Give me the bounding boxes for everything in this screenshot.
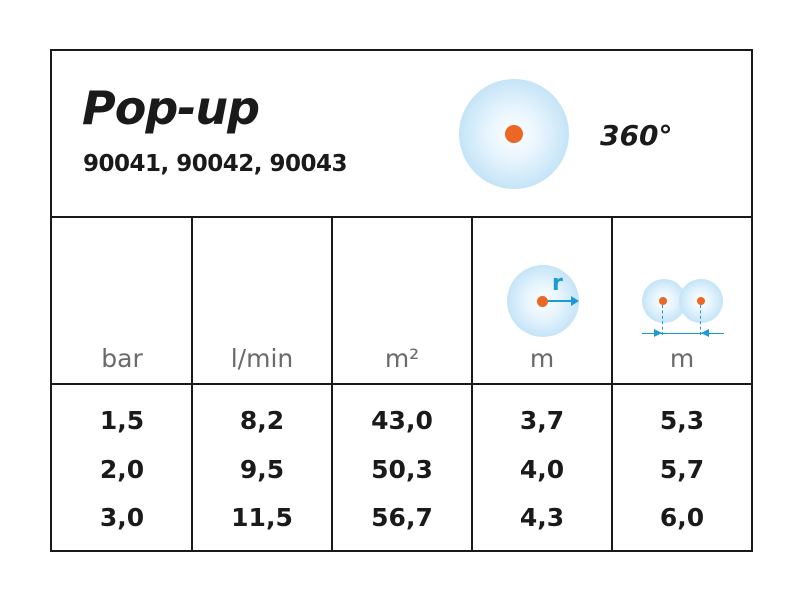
divider	[471, 217, 473, 550]
table-cell: 4,0	[519, 455, 565, 484]
table-cell: 43,0	[371, 406, 433, 435]
unit-flow: l/min	[230, 344, 294, 373]
divider	[52, 216, 751, 218]
table-cell: 3,0	[99, 503, 145, 532]
table-cell: 1,5	[99, 406, 145, 435]
table-cell: 3,7	[519, 406, 565, 435]
table-cell: 2,0	[99, 455, 145, 484]
unit-area: m²	[384, 344, 420, 373]
divider	[52, 383, 751, 385]
radius-icon: r	[507, 265, 582, 340]
divider	[191, 217, 193, 550]
product-title: Pop-up	[82, 81, 260, 135]
table-cell: 11,5	[231, 503, 293, 532]
spray-circle-icon	[459, 79, 569, 189]
table-cell: 50,3	[371, 455, 433, 484]
product-codes: 90041, 90042, 90043	[83, 151, 348, 177]
table-cell: 4,3	[519, 503, 565, 532]
spacing-icon	[638, 277, 728, 342]
divider	[611, 217, 613, 550]
table-cell: 6,0	[659, 503, 705, 532]
radius-label: r	[552, 271, 563, 296]
unit-radius: m	[529, 344, 555, 373]
table-cell: 5,3	[659, 406, 705, 435]
spec-table: Pop-up 90041, 90042, 90043 360° r bar l/…	[50, 49, 753, 552]
table-cell: 5,7	[659, 455, 705, 484]
unit-bar: bar	[101, 344, 143, 373]
table-cell: 8,2	[239, 406, 285, 435]
table-cell: 56,7	[371, 503, 433, 532]
spray-angle: 360°	[600, 119, 673, 152]
table-cell: 9,5	[239, 455, 285, 484]
divider	[331, 217, 333, 550]
unit-spacing: m	[669, 344, 695, 373]
